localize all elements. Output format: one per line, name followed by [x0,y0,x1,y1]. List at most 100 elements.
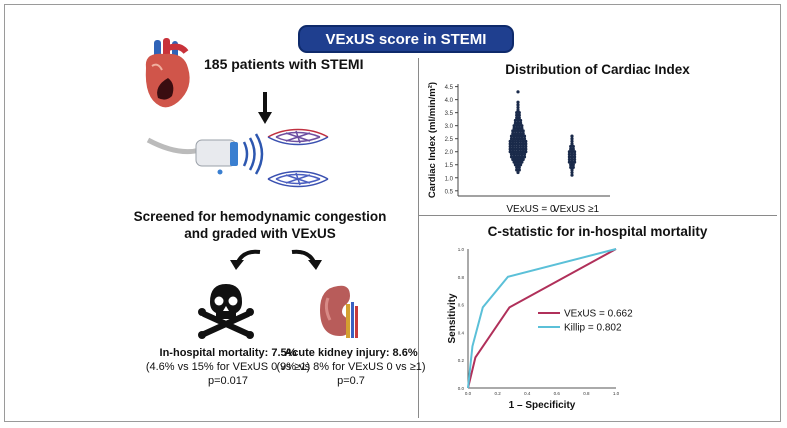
data-point [524,139,528,143]
data-point [513,150,517,154]
data-point [519,142,523,146]
data-point [515,137,519,141]
data-point [513,129,517,133]
data-point [521,150,525,154]
data-point [516,129,520,133]
vertical-divider [418,58,419,418]
data-point [520,155,524,159]
data-point [513,147,517,151]
data-point [570,160,574,164]
data-point [515,116,519,120]
data-point [520,126,524,130]
screened-text: Screened for hemodynamic congestion and … [120,208,400,242]
data-point [521,157,525,162]
mortality-detail: (4.6% vs 15% for VExUS 0 vs ≥1) [145,361,311,373]
data-point [517,137,521,141]
x-category-label: VExUS ≥1 [553,204,599,215]
data-point [515,113,519,117]
y-tick-label: 2.0 [445,150,454,156]
data-point [509,152,514,156]
roc-chart: 0.00.0 0.2 0.2 0.4 0.4 0.6 0.6 0.8 0.8 1.0 1.0 Sens… [447,247,633,411]
x-category-label: VExUS = 0 [506,204,556,215]
data-point [516,142,520,146]
data-point [570,170,574,175]
aki-label: Acute kidney injury: 8.6% [284,347,418,359]
data-point [569,144,573,149]
data-point [522,155,527,159]
roc-title: C-statistic for in-hospital mortality [487,224,708,239]
data-point [509,155,514,159]
y-tick-label: 3.5 [445,111,454,117]
data-point [513,139,517,143]
heart-icon [145,38,190,108]
data-point [512,155,516,159]
data-point [521,131,525,136]
legend-label: VExUS = 0.662 [564,309,633,320]
data-point [569,165,573,169]
patients-text: 185 patients with STEMI [204,56,364,72]
data-point [571,144,575,149]
data-point [573,150,577,154]
y-axis-label: Sensitivity [447,293,458,343]
data-point [515,160,519,164]
data-point [571,165,575,169]
legend-label: Killip = 0.802 [564,323,622,334]
data-point [512,137,516,141]
data-point [515,165,519,169]
data-point [513,157,517,162]
data-point [517,124,521,128]
skull-crossbones-icon [198,284,254,339]
data-point [516,150,520,154]
data-point [570,137,574,141]
figure-frame [4,4,781,422]
y-axis-label: Cardiac Index (ml/min/m²) [427,82,438,198]
data-point [521,129,525,133]
data-point [570,142,574,146]
cardiac-index-chart: 0.5 1.0 1.5 2.0 2.5 3.0 3.5 4.0 4.5 Cardiac Index… [427,82,610,215]
data-point [511,144,515,149]
y-tick-label: 0.6 [458,303,465,308]
data-point [512,152,516,156]
aki-p: p=0.7 [337,375,365,387]
data-point [511,142,515,146]
data-point [520,134,524,138]
data-point [520,124,524,128]
data-point [516,144,520,149]
y-tick-label: 0.2 [458,358,465,363]
data-point [508,142,512,146]
data-point [513,142,517,146]
data-point [521,139,525,143]
data-point [517,113,521,117]
data-point [570,139,574,143]
y-tick-label: 4.5 [445,85,454,91]
data-point [516,100,520,104]
y-tick-label: 0.5 [445,189,454,195]
data-point [519,118,523,123]
data-point [570,134,574,138]
y-tick-label: 3.0 [445,124,454,130]
data-point [517,126,521,130]
aki-detail: (9% vs 8% for VExUS 0 vs ≥1) [276,361,426,373]
data-point [569,163,573,167]
data-point [515,126,519,130]
data-point [571,163,575,167]
data-point [519,131,523,136]
data-point [520,152,524,156]
data-point [515,155,519,159]
data-point [573,157,577,162]
data-point [522,152,527,156]
data-point [513,131,517,136]
data-point [512,134,516,138]
data-point [516,103,520,107]
x-tick-label: 0.4 [524,391,531,396]
data-point [567,160,571,164]
data-point [515,124,519,128]
x-tick-label: 0.6 [554,391,561,396]
data-point [570,152,574,156]
data-point [517,168,521,172]
x-tick-label: 1.0 [613,391,620,396]
data-point [511,131,515,136]
x-tick-label: 0.0 [465,391,472,396]
data-point [567,157,571,162]
y-tick-label: 0.0 [458,386,465,391]
